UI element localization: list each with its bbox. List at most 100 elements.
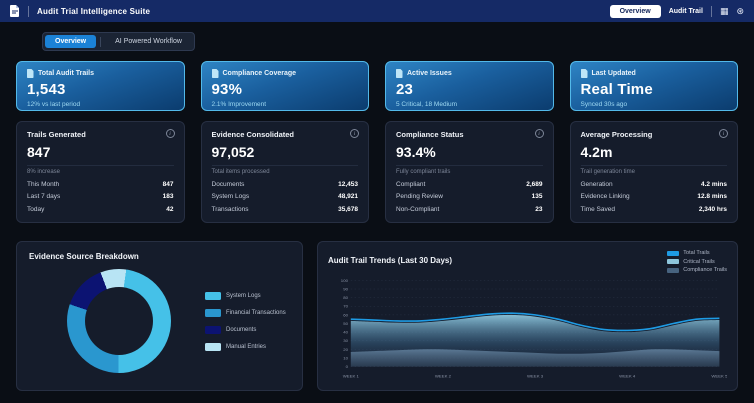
kpi-card-total-audit-trails: Total Audit Trails 1,543 12% vs last per…: [16, 61, 185, 111]
donut-chart-title: Evidence Source Breakdown: [29, 252, 139, 261]
svg-text:WEEK 4: WEEK 4: [619, 374, 636, 379]
trend-legend: Total Trails Critical Trails Compliance …: [667, 250, 727, 273]
stat-row-label: Today: [27, 205, 45, 213]
legend-label: Manual Entries: [226, 343, 267, 350]
stat-caption: Trail generation time: [580, 169, 635, 175]
donut-chart: [67, 269, 171, 373]
kpi-value: 23: [396, 81, 414, 98]
stat-row-value: 2,689: [526, 180, 543, 188]
svg-text:60: 60: [343, 312, 348, 317]
stat-title: Trails Generated: [27, 130, 86, 139]
legend-item-financial-transactions[interactable]: Financial Transactions: [205, 308, 286, 317]
svg-text:20: 20: [343, 347, 348, 352]
svg-text:WEEK 5: WEEK 5: [711, 374, 727, 379]
stat-card-trails-generated: Trails Generated i 847 8% increase This …: [16, 121, 185, 223]
kpi-label: Active Issues: [407, 70, 452, 77]
stat-row: System Logs 48,921: [212, 193, 359, 200]
stat-row-value: 847: [162, 180, 174, 188]
stat-row-label: This Month: [27, 180, 60, 188]
stat-row-value: 48,921: [338, 193, 358, 200]
svg-text:80: 80: [343, 295, 348, 300]
legend-item-manual-entries[interactable]: Manual Entries: [205, 342, 286, 351]
legend-swatch: [205, 291, 221, 300]
stat-value: 847: [27, 144, 51, 160]
info-icon[interactable]: i: [350, 129, 359, 138]
kpi-value: 1,543: [27, 81, 66, 98]
stat-row: Evidence Linking 12.8 mins: [581, 193, 728, 200]
calendar-icon[interactable]: ▦: [719, 5, 729, 16]
kpi-subtext: 5 Critical, 18 Medium: [396, 101, 458, 108]
legend-item-critical-trails[interactable]: Critical Trails: [667, 259, 727, 265]
stat-row-label: System Logs: [211, 193, 250, 200]
legend-item-system-logs[interactable]: System Logs: [205, 291, 286, 300]
header-divider: [28, 5, 29, 17]
stat-row-value: 35,678: [338, 205, 358, 213]
kpi-subtext: 12% vs last period: [27, 101, 81, 108]
stat-row-value: 135: [531, 193, 543, 200]
stat-row-value: 42: [166, 205, 174, 213]
header-divider: [710, 5, 712, 17]
legend-swatch: [205, 308, 221, 317]
kpi-value: 93%: [211, 81, 243, 98]
stat-title: Compliance Status: [396, 130, 464, 139]
document-icon: [396, 69, 403, 78]
legend-item-documents[interactable]: Documents: [205, 325, 286, 334]
svg-text:90: 90: [343, 287, 348, 292]
legend-swatch: [667, 267, 680, 273]
stat-row-value: 4.2 mins: [700, 180, 727, 188]
stat-row-label: Non-Compliant: [396, 205, 440, 213]
stat-caption: Fully compliant trails: [396, 169, 451, 175]
nav-overview-button[interactable]: Overview: [609, 4, 661, 18]
info-icon[interactable]: i: [719, 129, 728, 138]
tab-ai-powered-workflow[interactable]: AI Powered Workflow: [105, 35, 192, 48]
audit-trail-trends-card: Audit Trail Trends (Last 30 Days) Total …: [317, 241, 738, 391]
nav-audit-trail-link[interactable]: Audit Trail: [668, 7, 703, 15]
stat-row-value: 2,340 hrs: [698, 205, 727, 213]
kpi-subtext: Synced 30s ago: [580, 101, 628, 108]
stat-row: Last 7 days 183: [27, 193, 174, 200]
svg-text:WEEK 2: WEEK 2: [435, 374, 452, 379]
document-icon: [27, 69, 34, 78]
stat-row: Non-Compliant 23: [396, 206, 543, 213]
stat-row: This Month 847: [27, 181, 174, 188]
svg-text:100: 100: [341, 278, 349, 283]
info-icon[interactable]: i: [165, 129, 175, 138]
svg-text:WEEK 1: WEEK 1: [343, 374, 360, 379]
legend-swatch: [205, 325, 221, 334]
stat-card-average-processing: Average Processing i 4.2m Trail generati…: [569, 121, 738, 223]
stat-row-value: 12,453: [338, 180, 358, 188]
info-icon[interactable]: i: [534, 129, 544, 138]
legend-label: Compliance Trails: [683, 267, 727, 273]
kpi-card-compliance-coverage: Compliance Coverage 93% 2.1% Improvement: [200, 61, 369, 111]
donut-legend: System Logs Financial Transactions Docum…: [205, 291, 286, 351]
legend-item-compliance-trails[interactable]: Compliance Trails: [667, 267, 727, 273]
legend-label: Total Trails: [683, 250, 710, 256]
tab-bar: Overview AI Powered Workflow: [42, 32, 195, 51]
stat-row: Generation 4.2 mins: [581, 181, 728, 188]
stat-card-compliance-status: Compliance Status i 93.4% Fully complian…: [385, 121, 554, 223]
stat-row: Today 42: [27, 206, 174, 213]
stat-row-label: Documents: [211, 180, 245, 188]
stat-title: Average Processing: [580, 130, 653, 139]
legend-label: System Logs: [226, 292, 261, 299]
svg-text:40: 40: [343, 330, 348, 335]
stat-row-value: 23: [535, 205, 543, 213]
stat-value: 93.4%: [396, 144, 436, 160]
kpi-value: Real Time: [580, 81, 653, 98]
document-logo-icon: [10, 5, 20, 17]
tab-divider: [100, 36, 102, 47]
legend-item-total-trails[interactable]: Total Trails: [667, 250, 727, 256]
legend-label: Financial Transactions: [226, 309, 286, 316]
document-icon: [580, 69, 588, 78]
tab-overview[interactable]: Overview: [45, 35, 97, 48]
stat-caption: Total items processed: [211, 169, 270, 175]
stat-row-value: 12.8 mins: [697, 193, 727, 200]
stat-row: Transactions 35,678: [212, 206, 359, 213]
stat-row-label: Evidence Linking: [580, 193, 630, 200]
settings-icon[interactable]: ⊛: [736, 5, 744, 16]
stat-value: 97,052: [211, 144, 255, 160]
stat-row: Documents 12,453: [212, 181, 359, 188]
svg-text:30: 30: [343, 338, 348, 343]
stat-row-label: Pending Review: [396, 193, 443, 200]
stat-row-label: Last 7 days: [27, 193, 61, 200]
